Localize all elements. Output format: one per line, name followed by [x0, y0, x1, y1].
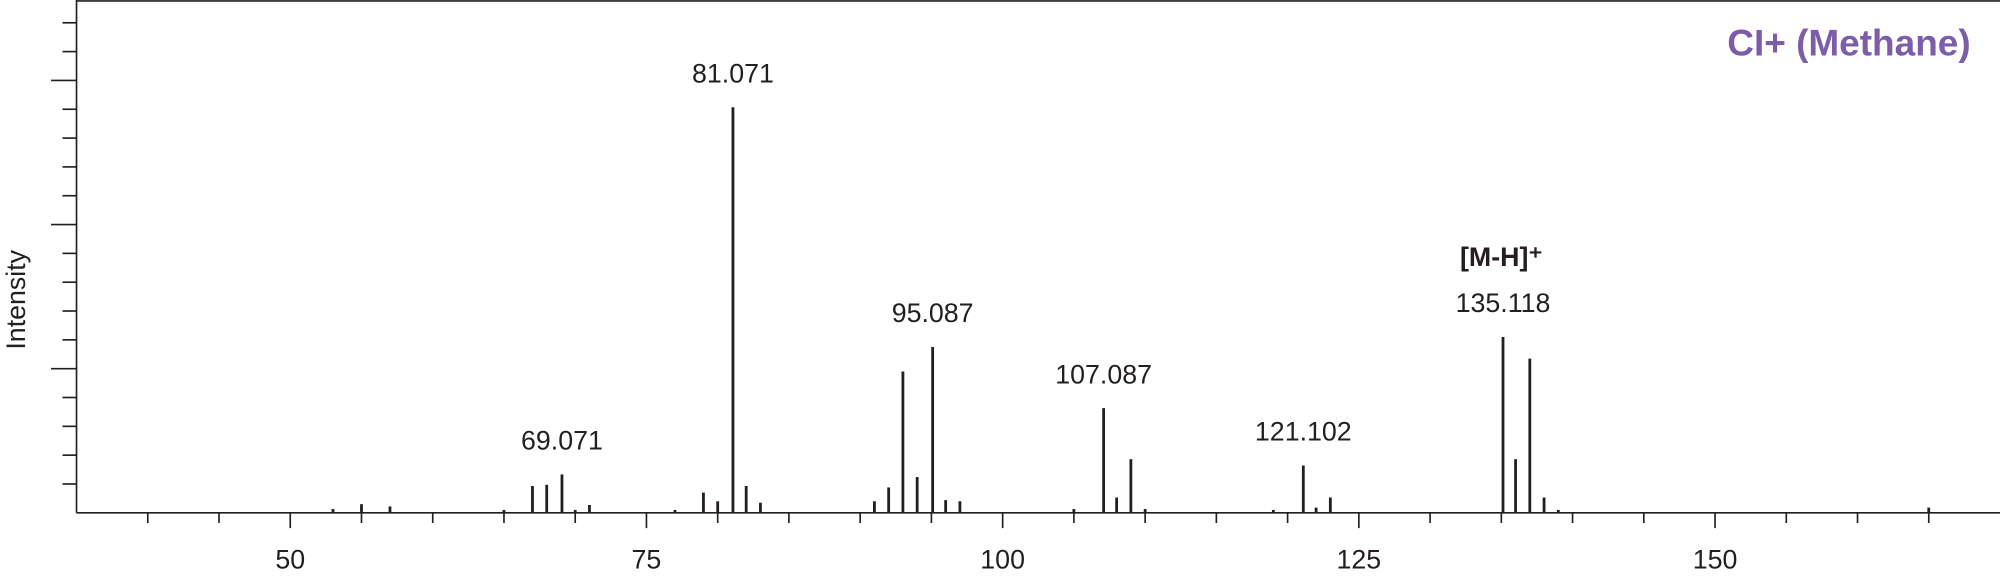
- x-tick-label: 100: [980, 544, 1025, 574]
- x-tick-label: 75: [632, 544, 662, 574]
- peak-label: 135.118: [1456, 288, 1551, 318]
- ion-label: [M-H]⁺: [1460, 242, 1543, 272]
- chart-title: CI+ (Methane): [1727, 23, 1970, 64]
- y-axis-label: Intensity: [1, 249, 31, 349]
- peak-label: 121.102: [1255, 417, 1352, 447]
- x-tick-label: 150: [1693, 544, 1738, 574]
- x-tick-label: 125: [1337, 544, 1382, 574]
- peak-label: 81.071: [692, 58, 774, 88]
- peak-label: 107.087: [1055, 359, 1152, 389]
- x-tick-label: 50: [275, 544, 305, 574]
- peak-label: 95.087: [892, 298, 974, 328]
- peak-label: 69.071: [521, 426, 603, 456]
